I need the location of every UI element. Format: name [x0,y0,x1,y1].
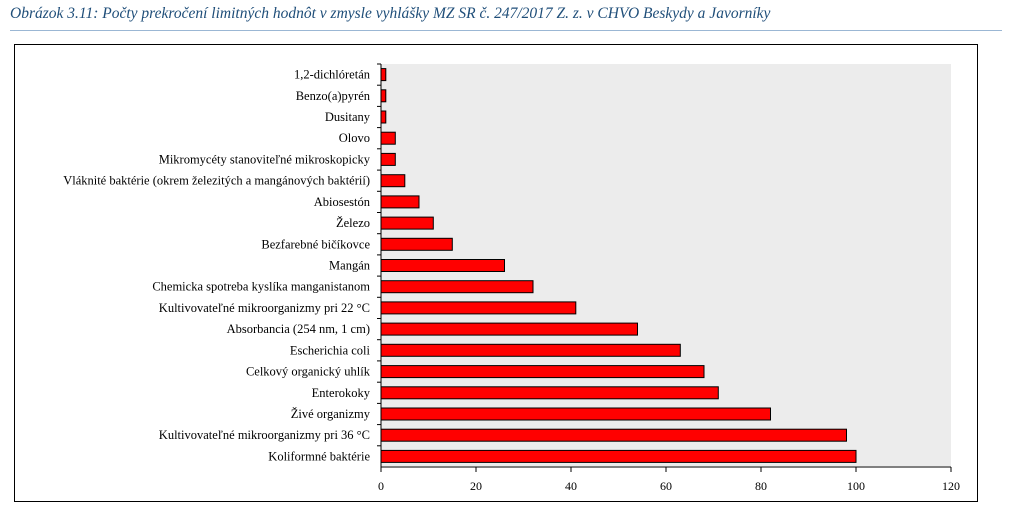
bar [380,322,638,336]
category-label: Enterokoky [312,386,371,400]
category-label: Vláknité baktérie (okrem železitých a ma… [63,174,370,188]
category-label: Mikromycéty stanoviteľné mikroskopicky [159,152,371,166]
x-tick-label: 60 [660,479,672,493]
x-tick-label: 100 [847,479,865,493]
bar [380,407,771,421]
bar [380,365,705,379]
bar [380,259,505,272]
bar [380,110,387,124]
bar [380,449,857,463]
category-label: Dusitany [325,110,371,124]
x-tick-label: 0 [378,479,384,493]
bar [380,428,847,442]
category-label: Olovo [339,131,370,145]
figure-caption: Obrázok 3.11: Počty prekročení limitných… [10,5,771,22]
x-tick-label: 20 [470,479,482,493]
bar [380,174,406,188]
category-label: Escherichia coli [290,343,371,357]
x-tick-label: 80 [755,479,767,493]
bar [380,216,434,230]
caption-rule [10,30,1002,31]
bar [380,131,396,145]
bar [380,68,387,82]
x-tick-label: 120 [942,479,960,493]
bar [380,89,387,103]
category-label: Chemicka spotreba kyslíka manganistanom [152,280,370,294]
category-label: Mangán [329,259,371,273]
bar [380,195,420,209]
category-label: Absorbancia (254 nm, 1 cm) [227,322,370,336]
category-label: Kultivovateľné mikroorganizmy pri 36 °C [159,428,370,442]
x-tick-label: 40 [565,479,577,493]
bar [380,343,681,357]
category-label: Železo [336,216,370,230]
category-label: Abiosestón [314,195,371,209]
category-label: Benzo(a)pyrén [296,89,371,103]
category-label: Bezfarebné bičíkovce [261,237,370,251]
category-label: 1,2-dichlóretán [294,68,371,82]
bar [380,237,453,251]
bar [380,301,577,315]
category-label: Celkový organický uhlík [246,365,371,379]
bar [380,280,534,294]
category-label: Živé organizmy [291,407,371,421]
bar [380,152,396,166]
bar [380,386,719,400]
category-label: Kultivovateľné mikroorganizmy pri 22 °C [159,301,370,315]
category-label: Koliformné baktérie [268,449,370,463]
